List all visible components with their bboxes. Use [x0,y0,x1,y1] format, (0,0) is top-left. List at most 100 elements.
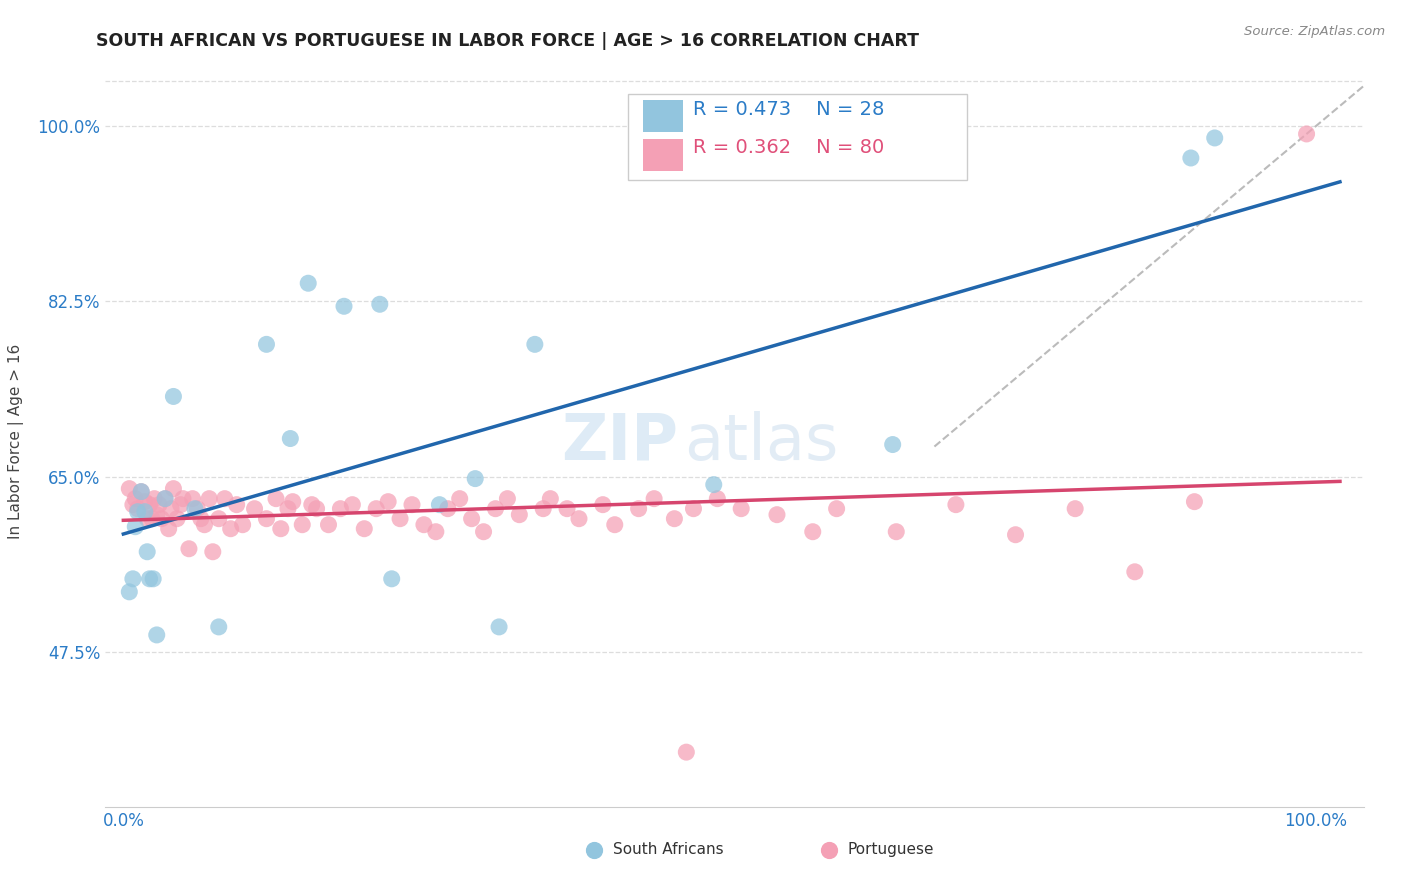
Point [124,519,146,533]
Point [305,501,328,516]
Point [1004,527,1026,541]
Text: Portuguese: Portuguese [848,842,935,857]
Text: ZIP: ZIP [561,410,678,473]
Point [801,524,824,539]
Point [278,432,301,446]
Point [145,508,167,522]
Point [301,498,323,512]
Point [122,572,145,586]
Point [884,524,907,539]
Point [353,522,375,536]
Point [368,297,391,311]
Point [256,337,278,351]
Point [169,498,191,512]
Point [281,494,304,508]
Point [436,501,458,516]
Point [214,491,236,506]
Point [136,545,159,559]
Point [118,482,141,496]
Point [377,494,399,508]
Point [1123,565,1146,579]
Point [730,501,752,516]
Point [270,522,292,536]
Point [162,389,184,403]
Point [389,511,412,525]
Point [706,491,728,506]
Point [555,501,578,516]
Point [429,498,451,512]
Point [138,498,160,512]
Point [603,517,626,532]
Point [882,437,904,451]
Point [425,524,447,539]
Point [508,508,530,522]
Point [141,511,163,525]
Point [208,511,231,525]
Point [1180,151,1202,165]
Point [201,545,224,559]
Point [682,501,704,516]
Point [129,484,152,499]
FancyBboxPatch shape [627,95,967,180]
Point [153,491,176,506]
Point [342,498,364,512]
FancyBboxPatch shape [643,139,683,171]
Point [1204,131,1226,145]
Point [118,584,141,599]
Point [143,491,166,506]
Point [496,491,519,506]
Point [232,517,254,532]
Point [160,501,183,516]
Point [138,572,160,586]
Point [366,501,388,516]
Point [825,501,848,516]
FancyBboxPatch shape [643,100,683,132]
Text: Source: ZipAtlas.com: Source: ZipAtlas.com [1244,25,1385,38]
Point [523,337,546,351]
Point [193,517,215,532]
Point [1064,501,1087,516]
Point [945,498,967,512]
Point [333,299,356,313]
Text: South Africans: South Africans [613,842,723,857]
Point [401,498,423,512]
Point [186,501,208,516]
Point [264,491,287,506]
Point [127,505,149,519]
Point [136,511,159,525]
Point [162,482,184,496]
Text: atlas: atlas [685,410,838,473]
Point [277,501,299,516]
Point [449,491,471,506]
Point [166,511,188,525]
Point [703,477,725,491]
Text: SOUTH AFRICAN VS PORTUGUESE IN LABOR FORCE | AGE > 16 CORRELATION CHART: SOUTH AFRICAN VS PORTUGUESE IN LABOR FOR… [96,32,918,50]
Point [1295,127,1317,141]
Point [153,491,176,506]
Point [243,501,266,516]
Point [329,501,352,516]
Point [568,511,591,525]
Point [190,511,212,525]
Point [488,620,510,634]
Point [1184,494,1206,508]
Point [256,511,278,525]
Point [181,491,204,506]
Point [127,501,149,516]
Point [766,508,789,522]
Text: R = 0.473    N = 28: R = 0.473 N = 28 [693,100,884,119]
Point [157,522,180,536]
Point [124,491,146,506]
Point [675,745,697,759]
Point [134,505,156,519]
Point [460,511,482,525]
Point [318,517,340,532]
Text: R = 0.362    N = 80: R = 0.362 N = 80 [693,138,884,157]
Point [122,498,145,512]
Point [177,541,200,556]
Point [184,501,207,516]
Point [291,517,314,532]
Y-axis label: In Labor Force | Age > 16: In Labor Force | Age > 16 [7,344,24,539]
Point [664,511,686,525]
Point [531,501,554,516]
